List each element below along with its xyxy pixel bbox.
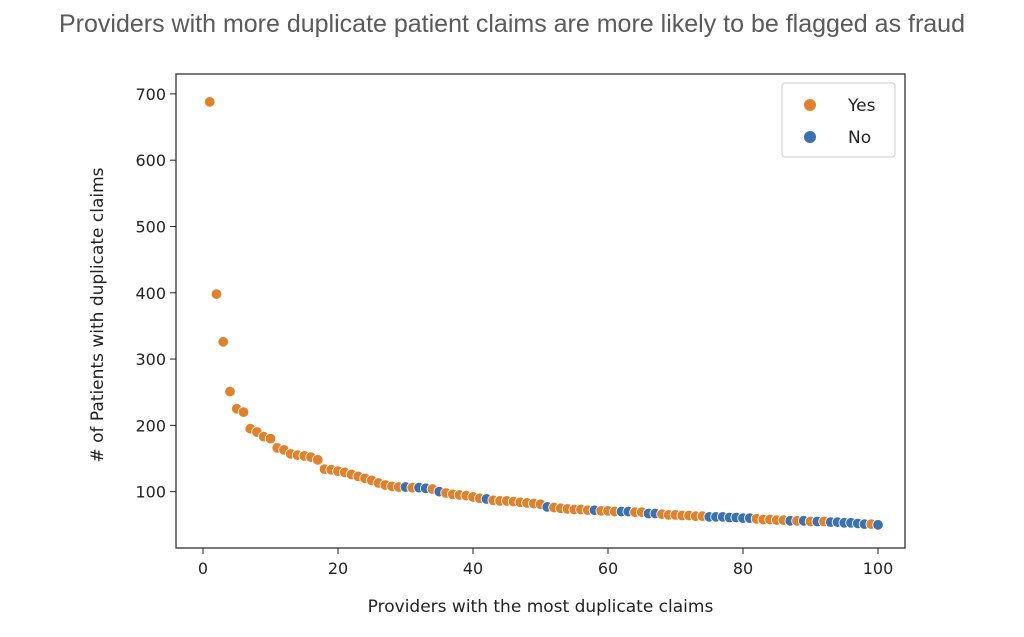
legend-label-yes: Yes (847, 96, 876, 116)
legend-marker-no (804, 131, 816, 143)
x-tick-label: 20 (328, 559, 348, 578)
x-tick-label: 0 (198, 559, 208, 578)
data-point-yes (264, 432, 277, 445)
legend-label-no: No (848, 128, 871, 148)
x-axis-label: Providers with the most duplicate claims (368, 597, 714, 617)
x-tick-label: 100 (863, 559, 894, 578)
y-tick-label: 500 (135, 217, 166, 236)
data-point-no (872, 519, 884, 531)
data-point-yes (217, 336, 229, 348)
data-point-yes (224, 385, 236, 398)
plot-frame (175, 73, 906, 549)
y-tick-label: 400 (135, 284, 166, 303)
legend: Yes No (781, 82, 896, 158)
x-tick-label: 80 (733, 559, 753, 578)
x-tick-label: 60 (598, 559, 618, 578)
x-tick-label: 40 (463, 559, 483, 578)
scatter-points (204, 96, 884, 531)
data-point-yes (204, 96, 216, 108)
y-tick-label: 100 (135, 483, 166, 502)
y-axis-label: # of Patients with duplicate claims (88, 167, 108, 462)
data-point-yes (237, 406, 250, 418)
legend-box (781, 82, 896, 158)
data-point-yes (210, 288, 223, 300)
page-title: Providers with more duplicate patient cl… (59, 10, 965, 38)
y-tick-label: 200 (135, 416, 166, 435)
y-tick-label: 600 (135, 151, 166, 170)
y-tick-label: 300 (135, 350, 166, 369)
y-tick-label: 700 (135, 85, 166, 104)
data-point-yes (312, 454, 324, 466)
legend-marker-yes (804, 99, 816, 111)
